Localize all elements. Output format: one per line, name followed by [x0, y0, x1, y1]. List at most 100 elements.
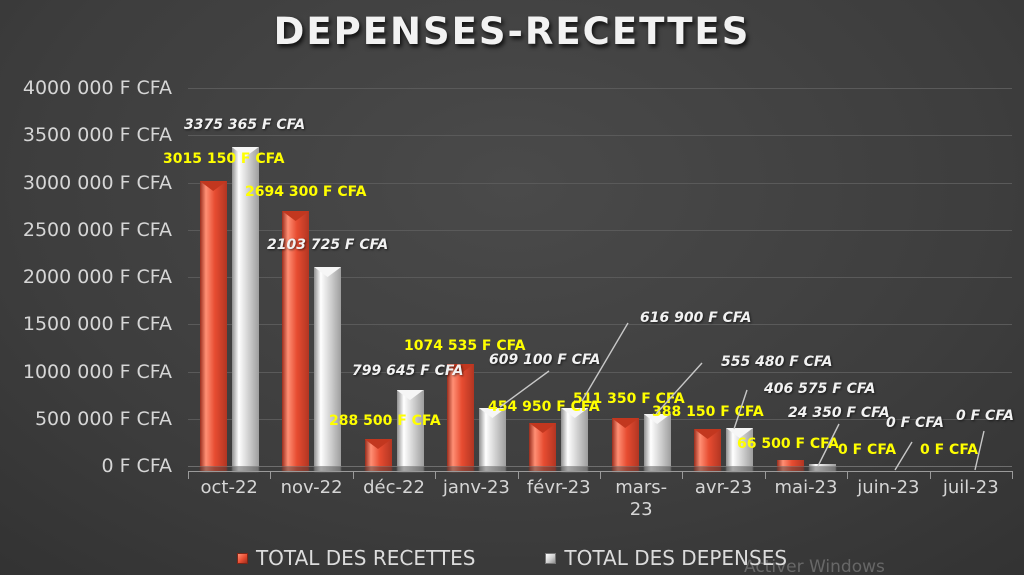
- y-axis-tick-label: 2500 000 F CFA: [22, 218, 172, 241]
- legend-item-depenses: TOTAL DES DEPENSES: [545, 546, 787, 570]
- bar-reflection: [694, 466, 722, 472]
- bar-recettes-mars-23: [611, 418, 639, 466]
- bar-recettes-oct-22: [199, 181, 227, 466]
- bar-recettes-mai-23: [776, 460, 804, 466]
- bar-cap: [396, 390, 424, 400]
- data-label-depenses-déc-22: 799 645 F CFA: [352, 363, 464, 379]
- y-axis-tick-label: 4000 000 F CFA: [22, 77, 172, 99]
- bar-recettes-janv-23: [446, 364, 474, 466]
- x-axis-tick: [1012, 471, 1013, 479]
- legend: TOTAL DES RECETTES TOTAL DES DEPENSES: [0, 546, 1024, 570]
- bar-cap: [364, 439, 392, 449]
- bar-cap: [561, 408, 589, 418]
- bar-cap: [199, 181, 227, 191]
- bar-depenses-oct-22: [231, 147, 259, 466]
- bar-reflection: [446, 466, 474, 472]
- bar-reflection: [478, 466, 506, 472]
- data-label-depenses-mai-23: 24 350 F CFA: [788, 405, 890, 421]
- bar-depenses-nov-22: [314, 267, 342, 466]
- gridline: [188, 88, 1012, 89]
- data-label-recettes-janv-23: 1074 535 F CFA: [404, 338, 526, 354]
- y-axis-tick-label: 3500 000 F CFA: [22, 124, 172, 147]
- bar-depenses-janv-23: [478, 408, 506, 466]
- gridline: [188, 277, 1012, 278]
- data-label-recettes-oct-22: 3015 150 F CFA: [163, 151, 285, 167]
- x-axis-tick: [847, 471, 848, 479]
- y-axis-tick-label: 3000 000 F CFA: [22, 171, 172, 194]
- bar-reflection: [396, 466, 424, 472]
- bar-depenses-déc-22: [396, 390, 424, 466]
- bar-reflection: [643, 466, 671, 472]
- bar-cap: [478, 408, 506, 418]
- bar-depenses-févr-23: [561, 408, 589, 466]
- x-axis-tick: [765, 471, 766, 479]
- gridline: [188, 372, 1012, 373]
- plot-area: [188, 88, 1012, 472]
- data-label-recettes-juin-23: 0 F CFA: [838, 442, 897, 458]
- gridline: [188, 183, 1012, 184]
- legend-label-recettes: TOTAL DES RECETTES: [255, 546, 476, 570]
- x-axis-label-avr-23: avr-23: [694, 477, 753, 498]
- bar-cap: [529, 423, 557, 433]
- bar-cap: [231, 147, 259, 157]
- bar-reflection: [364, 466, 392, 472]
- bar-cap: [726, 428, 754, 438]
- legend-swatch-depenses-icon: [545, 552, 557, 564]
- bar-reflection: [808, 466, 836, 472]
- x-axis-tick: [518, 471, 519, 479]
- y-axis-tick-label: 2000 000 F CFA: [22, 266, 172, 288]
- y-axis-tick-label: 0 F CFA: [101, 455, 172, 477]
- y-axis-tick-label: 500 000 F CFA: [34, 407, 172, 430]
- x-axis-label-mars-23: mars-23: [615, 477, 668, 520]
- bar-reflection: [314, 466, 342, 472]
- bar-cap: [282, 211, 310, 221]
- bar-cap: [694, 429, 722, 439]
- data-label-depenses-juil-23: 0 F CFA: [956, 408, 1014, 424]
- data-label-recettes-juil-23: 0 F CFA: [920, 442, 979, 458]
- data-label-depenses-oct-22: 3375 365 F CFA: [184, 117, 306, 133]
- gridline: [188, 419, 1012, 420]
- bar-recettes-avr-23: [694, 429, 722, 466]
- gridline: [188, 230, 1012, 231]
- legend-swatch-recettes-icon: [236, 552, 248, 564]
- bar-recettes-déc-22: [364, 439, 392, 466]
- bar-reflection: [529, 466, 557, 472]
- gridline: [188, 135, 1012, 136]
- bar-reflection: [282, 466, 310, 472]
- bar-recettes-févr-23: [529, 423, 557, 466]
- x-axis-tick: [188, 471, 189, 479]
- data-label-depenses-avr-23: 406 575 F CFA: [764, 381, 876, 397]
- data-label-recettes-mai-23: 66 500 F CFA: [737, 436, 839, 452]
- bar-cap: [446, 364, 474, 374]
- x-axis-label-oct-22: oct-22: [200, 477, 258, 498]
- x-axis-label-nov-22: nov-22: [280, 477, 343, 498]
- bar-reflection: [726, 466, 754, 472]
- data-label-depenses-févr-23: 616 900 F CFA: [640, 310, 752, 326]
- x-axis-label-déc-22: déc-22: [363, 477, 425, 498]
- x-axis-tick: [600, 471, 601, 479]
- bar-cap: [314, 267, 342, 277]
- bar-cap: [643, 414, 671, 424]
- x-axis-tick: [930, 471, 931, 479]
- bar-reflection: [199, 466, 227, 472]
- data-label-depenses-mars-23: 555 480 F CFA: [721, 354, 833, 370]
- bar-reflection: [776, 466, 804, 472]
- bar-recettes-nov-22: [282, 211, 310, 466]
- x-axis-label-mai-23: mai-23: [774, 477, 838, 498]
- bar-cap: [611, 418, 639, 428]
- x-axis-tick: [353, 471, 354, 479]
- data-label-depenses-janv-23: 609 100 F CFA: [489, 352, 601, 368]
- legend-item-recettes: TOTAL DES RECETTES: [236, 546, 476, 570]
- x-axis-tick: [270, 471, 271, 479]
- bar-depenses-mars-23: [643, 414, 671, 466]
- y-axis-tick-label: 1500 000 F CFA: [22, 313, 172, 336]
- data-label-recettes-nov-22: 2694 300 F CFA: [245, 184, 367, 200]
- data-label-depenses-nov-22: 2103 725 F CFA: [267, 237, 389, 253]
- gridline: [188, 466, 1012, 467]
- chart-title: DEPENSES-RECETTES: [273, 10, 751, 53]
- x-axis-label-févr-23: févr-23: [526, 477, 591, 498]
- x-axis-tick: [682, 471, 683, 479]
- bar-reflection: [561, 466, 589, 472]
- x-axis-label-juin-23: juin-23: [857, 477, 920, 498]
